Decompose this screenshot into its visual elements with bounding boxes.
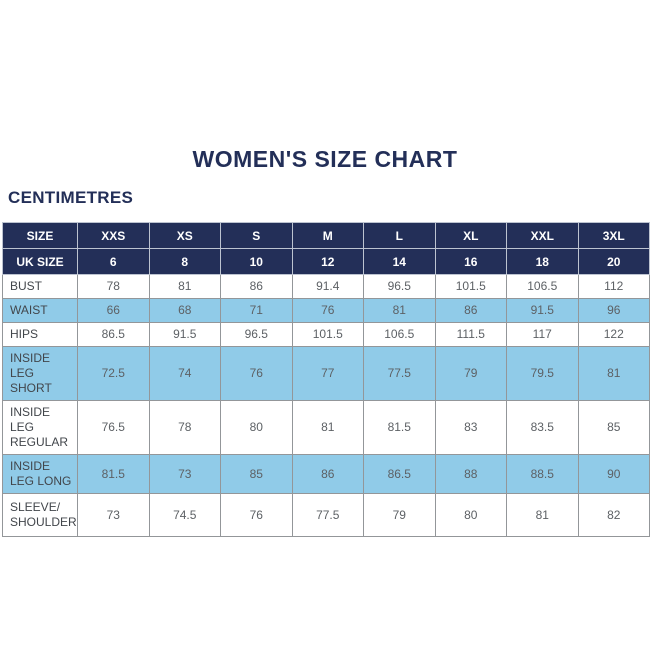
value-cell: 122	[577, 322, 650, 347]
row-label-cell: BUST	[2, 274, 78, 299]
value-cell: 86	[220, 274, 293, 299]
table-row: WAIST 66 68 71 76 81 86 91.5 96	[2, 298, 650, 323]
header-value-cell: XL	[434, 222, 507, 249]
row-label-cell: INSIDE LEG SHORT	[2, 346, 78, 401]
value-cell: 81	[363, 298, 436, 323]
row-label-cell: WAIST	[2, 298, 78, 323]
value-cell: 91.5	[506, 298, 579, 323]
row-label-cell: SLEEVE/ SHOULDER	[2, 493, 78, 537]
value-cell: 106.5	[363, 322, 436, 347]
header-value-cell: XXL	[506, 222, 579, 249]
header-value-cell: 10	[220, 248, 293, 275]
header-value-cell: XS	[148, 222, 221, 249]
value-cell: 112	[577, 274, 650, 299]
header-value-cell: 12	[291, 248, 364, 275]
size-chart-table: SIZE XXS XS S M L XL XXL 3XL UK SIZE 6 8 10 12 14 16 18 2…	[2, 222, 650, 537]
value-cell: 101.5	[291, 322, 364, 347]
header-value-cell: S	[220, 222, 293, 249]
units-heading: CENTIMETRES	[8, 188, 134, 207]
value-cell: 77	[291, 346, 364, 401]
value-cell: 79	[363, 493, 436, 537]
value-cell: 80	[220, 400, 293, 455]
value-cell: 96.5	[363, 274, 436, 299]
value-cell: 73	[77, 493, 150, 537]
table-row: INSIDE LEG LONG 81.5 73 85 86 86.5 88 88.5 90	[2, 454, 650, 494]
value-cell: 80	[434, 493, 507, 537]
value-cell: 101.5	[434, 274, 507, 299]
value-cell: 78	[77, 274, 150, 299]
row-label-cell: INSIDE LEG LONG	[2, 454, 78, 494]
value-cell: 83.5	[506, 400, 579, 455]
value-cell: 91.4	[291, 274, 364, 299]
value-cell: 76.5	[77, 400, 150, 455]
value-cell: 81	[291, 400, 364, 455]
value-cell: 79.5	[506, 346, 579, 401]
header-value-cell: 14	[363, 248, 436, 275]
value-cell: 81	[577, 346, 650, 401]
value-cell: 86.5	[77, 322, 150, 347]
table-row: HIPS 86.5 91.5 96.5 101.5 106.5 111.5 117 122	[2, 322, 650, 347]
page-title: WOMEN'S SIZE CHART	[192, 146, 458, 172]
header-value-cell: M	[291, 222, 364, 249]
value-cell: 91.5	[148, 322, 221, 347]
value-cell: 86.5	[363, 454, 436, 494]
value-cell: 96	[577, 298, 650, 323]
value-cell: 86	[434, 298, 507, 323]
value-cell: 81.5	[363, 400, 436, 455]
value-cell: 83	[434, 400, 507, 455]
value-cell: 76	[220, 493, 293, 537]
size-chart-body: BUST 78 81 86 91.4 96.5 101.5 106.5 112 WAIST 66 68…	[2, 274, 650, 537]
header-value-cell: 16	[434, 248, 507, 275]
value-cell: 76	[291, 298, 364, 323]
header-value-cell: L	[363, 222, 436, 249]
row-label-cell: HIPS	[2, 322, 78, 347]
value-cell: 96.5	[220, 322, 293, 347]
value-cell: 81.5	[77, 454, 150, 494]
value-cell: 71	[220, 298, 293, 323]
value-cell: 88.5	[506, 454, 579, 494]
value-cell: 74	[148, 346, 221, 401]
value-cell: 77.5	[363, 346, 436, 401]
header-row: UK SIZE 6 8 10 12 14 16 18 20	[2, 248, 650, 275]
value-cell: 72.5	[77, 346, 150, 401]
value-cell: 81	[506, 493, 579, 537]
value-cell: 81	[148, 274, 221, 299]
value-cell: 82	[577, 493, 650, 537]
value-cell: 90	[577, 454, 650, 494]
value-cell: 68	[148, 298, 221, 323]
size-chart-header: SIZE XXS XS S M L XL XXL 3XL UK SIZE 6 8 10 12 14 16 18 2…	[2, 222, 650, 275]
value-cell: 88	[434, 454, 507, 494]
table-row: INSIDE LEG REGULAR 76.5 78 80 81 81.5 83 83.5 85	[2, 400, 650, 455]
header-value-cell: XXS	[77, 222, 150, 249]
value-cell: 117	[506, 322, 579, 347]
row-label-cell: SIZE	[2, 222, 78, 249]
header-value-cell: 3XL	[577, 222, 650, 249]
table-row: INSIDE LEG SHORT 72.5 74 76 77 77.5 79 79.5 81	[2, 346, 650, 401]
header-value-cell: 18	[506, 248, 579, 275]
header-value-cell: 8	[148, 248, 221, 275]
header-value-cell: 6	[77, 248, 150, 275]
value-cell: 74.5	[148, 493, 221, 537]
value-cell: 85	[220, 454, 293, 494]
value-cell: 78	[148, 400, 221, 455]
value-cell: 76	[220, 346, 293, 401]
header-value-cell: 20	[577, 248, 650, 275]
value-cell: 79	[434, 346, 507, 401]
header-row: SIZE XXS XS S M L XL XXL 3XL	[2, 222, 650, 249]
table-row: SLEEVE/ SHOULDER 73 74.5 76 77.5 79 80 81 82	[2, 493, 650, 537]
value-cell: 85	[577, 400, 650, 455]
row-label-cell: UK SIZE	[2, 248, 78, 275]
value-cell: 106.5	[506, 274, 579, 299]
value-cell: 73	[148, 454, 221, 494]
table-row: BUST 78 81 86 91.4 96.5 101.5 106.5 112	[2, 274, 650, 299]
value-cell: 77.5	[291, 493, 364, 537]
value-cell: 66	[77, 298, 150, 323]
value-cell: 111.5	[434, 322, 507, 347]
value-cell: 86	[291, 454, 364, 494]
row-label-cell: INSIDE LEG REGULAR	[2, 400, 78, 455]
